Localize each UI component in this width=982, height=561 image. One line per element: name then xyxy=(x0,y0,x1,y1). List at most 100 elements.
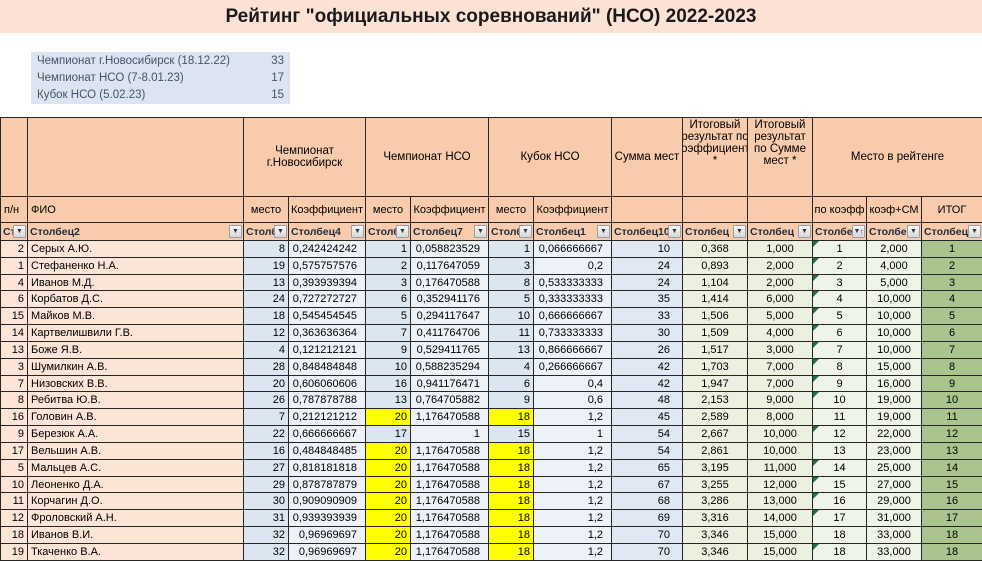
cell-itog[interactable]: 18 xyxy=(922,543,982,561)
cell-result-sum[interactable]: 15,000 xyxy=(748,527,813,544)
cell-itog[interactable]: 14 xyxy=(922,459,982,477)
cell-rank-by-coef[interactable]: 3 xyxy=(813,274,867,292)
cell-nsk-coef[interactable]: 0,878787879 xyxy=(289,476,366,494)
cell-kubok-place[interactable]: 3 xyxy=(489,257,534,275)
cell-nsk-coef[interactable]: 0,575757576 xyxy=(289,257,366,275)
cell-rank-combo[interactable]: 31,000 xyxy=(867,510,922,528)
cell-kubok-place[interactable]: 8 xyxy=(489,274,534,292)
cell-nsk-place[interactable]: 7 xyxy=(244,409,289,427)
cell-kubok-coef[interactable]: 1,2 xyxy=(534,510,612,528)
cell-nsk-place[interactable]: 12 xyxy=(244,325,289,342)
cell-nso-place[interactable]: 6 xyxy=(366,291,411,309)
cell-nso-coef[interactable]: 1,176470588 xyxy=(411,543,489,561)
cell-result-coef[interactable]: 1,517 xyxy=(683,341,748,359)
cell-rank-by-coef[interactable]: 15 xyxy=(813,476,867,494)
cell-nso-coef[interactable]: 1,176470588 xyxy=(411,527,489,544)
cell-fio[interactable]: Стефаненко Н.А. xyxy=(28,257,244,275)
cell-nso-place[interactable]: 20 xyxy=(366,510,411,528)
cell-result-coef[interactable]: 1,509 xyxy=(683,325,748,342)
cell-nsk-place[interactable]: 16 xyxy=(244,442,289,460)
cell-nso-place[interactable]: 20 xyxy=(366,409,411,427)
cell-kubok-coef[interactable]: 0,666666667 xyxy=(534,308,612,326)
cell-nso-place[interactable]: 3 xyxy=(366,274,411,292)
cell-sum-places[interactable]: 67 xyxy=(612,476,683,494)
cell-kubok-coef[interactable]: 1,2 xyxy=(534,459,612,477)
cell-fio[interactable]: Мальцев А.С. xyxy=(28,459,244,477)
cell-nsk-coef[interactable]: 0,787878788 xyxy=(289,392,366,410)
cell-sum-places[interactable]: 26 xyxy=(612,341,683,359)
cell-itog[interactable]: 12 xyxy=(922,426,982,443)
cell-rank-by-coef[interactable]: 8 xyxy=(813,358,867,376)
cell-nsk-place[interactable]: 31 xyxy=(244,510,289,528)
cell-nso-coef[interactable]: 0,058823529 xyxy=(411,241,489,258)
cell-fio[interactable]: Серых А.Ю. xyxy=(28,241,244,258)
cell-itog[interactable]: 18 xyxy=(922,527,982,544)
cell-num[interactable]: 4 xyxy=(1,274,28,292)
cell-nso-coef[interactable]: 0,117647059 xyxy=(411,257,489,275)
cell-kubok-coef[interactable]: 0,333333333 xyxy=(534,291,612,309)
cell-nso-place[interactable]: 17 xyxy=(366,426,411,443)
cell-rank-combo[interactable]: 33,000 xyxy=(867,527,922,544)
cell-nsk-coef[interactable]: 0,393939394 xyxy=(289,274,366,292)
cell-nsk-place[interactable]: 19 xyxy=(244,257,289,275)
cell-result-coef[interactable]: 1,104 xyxy=(683,274,748,292)
cell-sum-places[interactable]: 69 xyxy=(612,510,683,528)
cell-sum-places[interactable]: 24 xyxy=(612,257,683,275)
cell-sum-places[interactable]: 35 xyxy=(612,291,683,309)
cell-nsk-place[interactable]: 13 xyxy=(244,274,289,292)
cell-num[interactable]: 3 xyxy=(1,358,28,376)
cell-num[interactable]: 12 xyxy=(1,510,28,528)
cell-nso-coef[interactable]: 1,176470588 xyxy=(411,493,489,511)
cell-sum-places[interactable]: 48 xyxy=(612,392,683,410)
cell-kubok-coef[interactable]: 0,866666667 xyxy=(534,341,612,359)
cell-kubok-place[interactable]: 18 xyxy=(489,543,534,561)
cell-rank-combo[interactable]: 27,000 xyxy=(867,476,922,494)
cell-itog[interactable]: 11 xyxy=(922,409,982,427)
cell-kubok-place[interactable]: 10 xyxy=(489,308,534,326)
cell-nsk-coef[interactable]: 0,818181818 xyxy=(289,459,366,477)
cell-itog[interactable]: 17 xyxy=(922,510,982,528)
cell-nsk-place[interactable]: 8 xyxy=(244,241,289,258)
cell-nsk-coef[interactable]: 0,909090909 xyxy=(289,493,366,511)
cell-nsk-place[interactable]: 22 xyxy=(244,426,289,443)
cell-num[interactable]: 5 xyxy=(1,459,28,477)
cell-sum-places[interactable]: 54 xyxy=(612,426,683,443)
cell-num[interactable]: 19 xyxy=(1,543,28,561)
cell-kubok-coef[interactable]: 1,2 xyxy=(534,476,612,494)
cell-kubok-coef[interactable]: 0,066666667 xyxy=(534,241,612,258)
cell-result-sum[interactable]: 6,000 xyxy=(748,291,813,309)
cell-fio[interactable]: Шумилкин А.В. xyxy=(28,358,244,376)
cell-sum-places[interactable]: 42 xyxy=(612,375,683,393)
cell-nso-place[interactable]: 20 xyxy=(366,459,411,477)
cell-itog[interactable]: 2 xyxy=(922,257,982,275)
cell-kubok-place[interactable]: 18 xyxy=(489,493,534,511)
cell-sum-places[interactable]: 54 xyxy=(612,442,683,460)
cell-num[interactable]: 11 xyxy=(1,493,28,511)
cell-nsk-coef[interactable]: 0,121212121 xyxy=(289,341,366,359)
cell-nsk-coef[interactable]: 0,212121212 xyxy=(289,409,366,427)
filter-dropdown-button[interactable]: ▼ xyxy=(474,225,487,238)
cell-nso-place[interactable]: 9 xyxy=(366,341,411,359)
cell-num[interactable]: 15 xyxy=(1,308,28,326)
cell-num[interactable]: 6 xyxy=(1,291,28,309)
cell-num[interactable]: 2 xyxy=(1,241,28,258)
filter-dropdown-button[interactable]: ▼ xyxy=(668,225,681,238)
cell-nso-coef[interactable]: 1,176470588 xyxy=(411,442,489,460)
cell-num[interactable]: 7 xyxy=(1,375,28,393)
cell-rank-combo[interactable]: 10,000 xyxy=(867,341,922,359)
cell-nso-coef[interactable]: 1,176470588 xyxy=(411,510,489,528)
cell-itog[interactable]: 3 xyxy=(922,274,982,292)
filter-dropdown-button[interactable]: ▼ xyxy=(907,225,920,238)
cell-nso-coef[interactable]: 1,176470588 xyxy=(411,409,489,427)
cell-itog[interactable]: 9 xyxy=(922,375,982,393)
cell-nso-place[interactable]: 20 xyxy=(366,442,411,460)
cell-kubok-place[interactable]: 18 xyxy=(489,476,534,494)
cell-num[interactable]: 8 xyxy=(1,392,28,410)
filter-dropdown-button[interactable]: ▼ xyxy=(968,225,981,238)
cell-rank-by-coef[interactable]: 16 xyxy=(813,493,867,511)
cell-nso-coef[interactable]: 0,294117647 xyxy=(411,308,489,326)
cell-nsk-place[interactable]: 28 xyxy=(244,358,289,376)
cell-sum-places[interactable]: 70 xyxy=(612,527,683,544)
cell-fio[interactable]: Низовских В.В. xyxy=(28,375,244,393)
cell-result-coef[interactable]: 3,255 xyxy=(683,476,748,494)
